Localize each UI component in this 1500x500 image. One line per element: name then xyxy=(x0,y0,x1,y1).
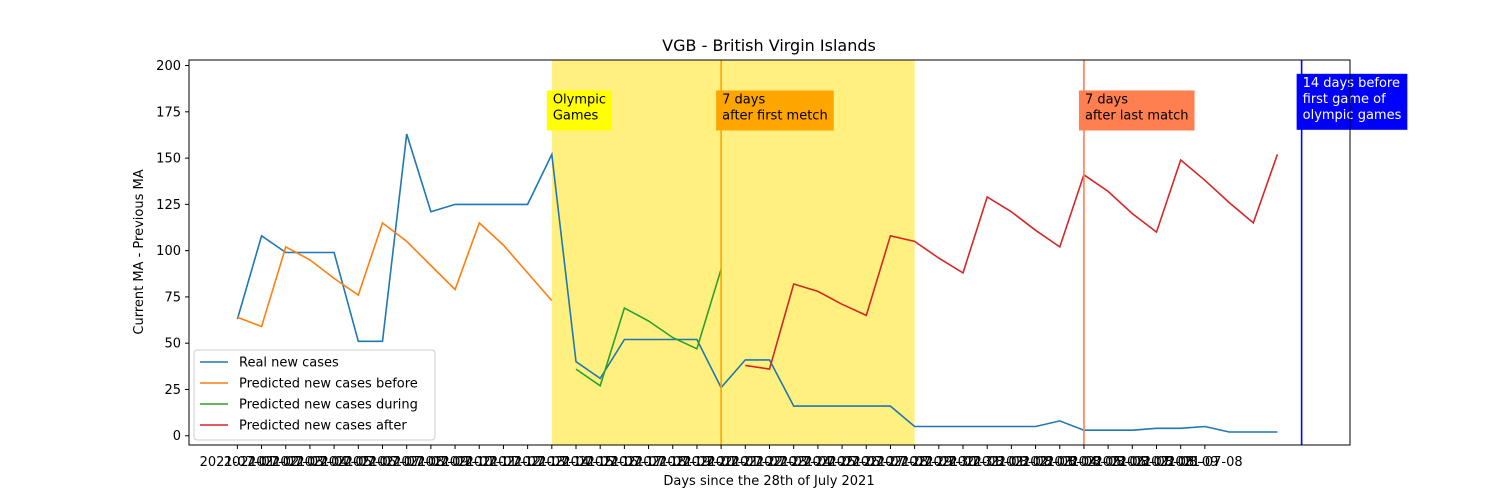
annotation-box xyxy=(716,90,834,131)
x-tick-label: 2021-07-15 xyxy=(538,455,614,470)
annotation-text: Olympic xyxy=(553,92,606,107)
chart-title: VGB - British Virgin Islands xyxy=(662,36,876,55)
annotation-text: 14 days before xyxy=(1303,76,1400,91)
legend-label: Predicted new cases after xyxy=(239,419,407,434)
x-tick-label: 2021-08-07 xyxy=(1095,455,1171,470)
y-tick-label: 0 xyxy=(173,429,181,444)
x-tick-label: 2021-08-02 xyxy=(974,455,1050,470)
x-tick-label: 2021-07-08 xyxy=(369,455,445,470)
annotation-text: olympic games xyxy=(1303,108,1402,123)
annotation-box xyxy=(546,90,613,131)
series-line-4 xyxy=(745,154,1279,370)
legend-frame xyxy=(193,349,436,441)
legend-label: Predicted new cases during xyxy=(239,398,418,413)
x-tick-label: 2021-07-31 xyxy=(925,455,1001,470)
y-tick-label: 50 xyxy=(164,337,181,352)
y-tick-label: 150 xyxy=(156,152,181,167)
annotation-text: first game of xyxy=(1303,92,1387,107)
x-tick-label: 2021-07-20 xyxy=(659,455,735,470)
x-tick-label: 2021-07-06 xyxy=(321,455,397,470)
x-tick-label: 2021-07-22 xyxy=(708,455,784,470)
legend-label: Real new cases xyxy=(239,356,339,371)
x-tick-label: 2021-07-28 xyxy=(853,455,929,470)
x-tick-label: 2021-08-04 xyxy=(1022,455,1098,470)
annotation-text: after first metch xyxy=(722,108,828,123)
annotation-text: 7 days xyxy=(1085,92,1128,107)
x-tick-label: 2021-07-10 xyxy=(417,455,493,470)
annotation-box xyxy=(1296,73,1408,130)
x-tick-label: 2021-07-21 xyxy=(683,455,759,470)
y-tick-label: 125 xyxy=(156,198,181,213)
y-tick-label: 25 xyxy=(164,383,181,398)
x-tick-label: 2021-07-09 xyxy=(393,455,469,470)
legend-label: Predicted new cases before xyxy=(239,377,418,392)
annotation-box xyxy=(1078,90,1195,131)
x-tick-label: 2021-07-11 xyxy=(441,455,517,470)
y-axis-label: Current MA - Previous MA xyxy=(132,169,147,334)
x-tick-label: 2021-07-07 xyxy=(345,455,421,470)
series-line-3 xyxy=(575,268,722,388)
series-line-2 xyxy=(237,221,553,328)
x-tick-label: 2021-07-24 xyxy=(756,455,832,470)
x-tick-label: 2021-07-30 xyxy=(901,455,977,470)
y-tick-label: 175 xyxy=(156,105,181,120)
x-tick-label: 2021-08-05 xyxy=(1046,455,1122,470)
x-tick-label: 2021-07-01 xyxy=(200,455,276,470)
x-tick-label: 2021-08-09 xyxy=(1143,455,1219,470)
x-tick-label: 2021-07-02 xyxy=(224,455,300,470)
x-tick-label: 2021-07-26 xyxy=(804,455,880,470)
x-tick-label: 2021-07-05 xyxy=(296,455,372,470)
x-tick-label: 2021-08-06 xyxy=(1070,455,1146,470)
x-tick-label: 2021-07-03 xyxy=(248,455,324,470)
legend: Real new cases Predicted new cases before… xyxy=(193,349,436,441)
y-tick-label: 100 xyxy=(156,244,181,259)
annotation-text: Games xyxy=(553,108,599,123)
x-tick-label: 2021-07-13 xyxy=(490,455,566,470)
x-tick-label: 2021-08-01 xyxy=(949,455,1025,470)
x-tick-label: 2021-07-04 xyxy=(272,455,348,470)
x-tick-label: 2021-07-25 xyxy=(780,455,856,470)
x-tick-label: 2021-07-14 xyxy=(514,455,590,470)
x-tick-label: 2021-07-23 xyxy=(732,455,808,470)
x-tick-label: 2021-07-16 xyxy=(562,455,638,470)
x-tick-label: 2021-07-19 xyxy=(635,455,711,470)
x-tick-label: 2021-07-18 xyxy=(611,455,687,470)
x-tick-label: 2021-08-08 xyxy=(1119,455,1195,470)
y-tick-label: 200 xyxy=(156,59,181,74)
series-line-1 xyxy=(236,133,1278,433)
x-tick-label: 2021-07-12 xyxy=(466,455,542,470)
annotation-text: after last match xyxy=(1085,108,1189,123)
x-tick-label: 2021-07-08 xyxy=(1167,455,1243,470)
annotation-text: 7 days xyxy=(722,92,765,107)
y-tick-label: 75 xyxy=(164,290,181,305)
x-tick-label: 2021-08-03 xyxy=(998,455,1074,470)
x-tick-label: 2021-07-29 xyxy=(877,455,953,470)
x-tick-label: 2021-07-17 xyxy=(587,455,663,470)
x-tick-label: 2021-07-27 xyxy=(828,455,904,470)
x-axis-label: Days since the 28th of July 2021 xyxy=(663,474,874,489)
